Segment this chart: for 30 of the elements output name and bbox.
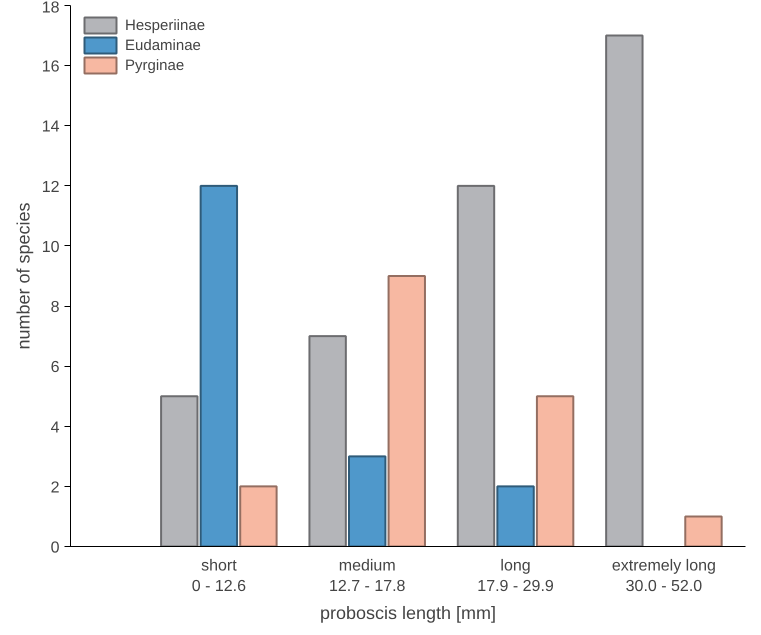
y-axis-title: number of species [14, 202, 34, 350]
bar [456, 184, 496, 546]
y-tick-label: 2 [50, 479, 60, 496]
legend-label: Pyrginae [125, 56, 184, 74]
y-tick-label: 6 [50, 359, 60, 376]
x-axis-title: proboscis length [mm] [320, 602, 496, 623]
y-tick-label: 12 [42, 178, 60, 196]
y-tick-label: 16 [42, 58, 60, 76]
y-tick-label: 0 [50, 540, 60, 556]
bar [239, 485, 278, 546]
y-tick-label: 8 [50, 299, 60, 316]
bar [605, 34, 644, 546]
x-tick-label: medium 12.7 - 17.8 [328, 558, 406, 595]
bar [684, 515, 723, 546]
bar [200, 184, 238, 546]
bar [160, 395, 198, 546]
legend-label: Eudaminae [125, 36, 201, 54]
x-tick-label: short 0 - 12.6 [192, 558, 246, 595]
bar [348, 455, 386, 546]
legend-label: Hesperiinae [125, 16, 206, 34]
y-tick-label: 14 [42, 118, 60, 136]
bar [496, 485, 535, 546]
y-tick-label: 18 [42, 0, 60, 16]
bar [308, 335, 347, 546]
bar [536, 395, 574, 546]
x-tick-label: extremely long 30.0 - 52.0 [612, 558, 716, 595]
y-tick-label: 4 [50, 419, 60, 436]
y-tick-label: 10 [42, 238, 60, 256]
x-tick-label: long 17.9 - 29.9 [477, 558, 554, 595]
bar [388, 275, 426, 546]
